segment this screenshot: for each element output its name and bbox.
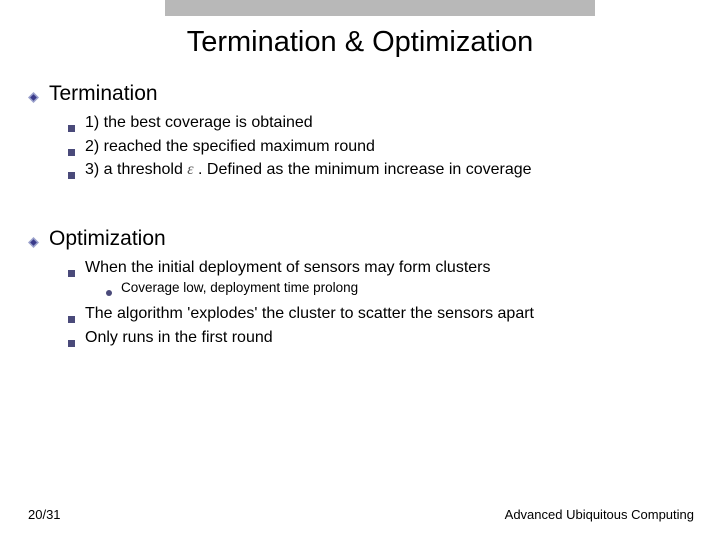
square-bullet-icon (68, 172, 75, 179)
list-item-text: 2) reached the specified maximum round (85, 136, 375, 158)
header-accent-bar (165, 0, 595, 16)
footer-label: Advanced Ubiquitous Computing (505, 507, 694, 522)
list-item-text: The algorithm 'explodes' the cluster to … (85, 303, 534, 325)
sub-list-item-text: Coverage low, deployment time prolong (121, 280, 358, 295)
termination-list: 1) the best coverage is obtained 2) reac… (68, 112, 698, 181)
list-item-text: 1) the best coverage is obtained (85, 112, 313, 134)
square-bullet-icon (68, 125, 75, 132)
slide-title: Termination & Optimization (0, 26, 720, 59)
list-item-text: 3) a threshold ε . Defined as the minimu… (85, 159, 532, 181)
square-bullet-icon (68, 149, 75, 156)
slide-content: Termination 1) the best coverage is obta… (28, 80, 698, 351)
square-bullet-icon (68, 316, 75, 323)
text-pre: 3) a threshold (85, 161, 187, 178)
section-termination: Termination (28, 82, 698, 106)
optimization-list: When the initial deployment of sensors m… (68, 257, 698, 349)
list-item: Only runs in the first round (68, 327, 698, 349)
section-optimization: Optimization (28, 227, 698, 251)
list-item-text: When the initial deployment of sensors m… (85, 257, 491, 279)
list-item: 3) a threshold ε . Defined as the minimu… (68, 159, 698, 181)
section-label: Termination (49, 82, 158, 106)
dot-bullet-icon (106, 290, 112, 296)
list-item: 1) the best coverage is obtained (68, 112, 698, 134)
diamond-bullet-icon (28, 237, 39, 248)
page-number: 20/31 (28, 507, 61, 522)
square-bullet-icon (68, 340, 75, 347)
list-item-text: Only runs in the first round (85, 327, 273, 349)
section-label: Optimization (49, 227, 166, 251)
sub-list-item: Coverage low, deployment time prolong (106, 280, 698, 295)
list-item: When the initial deployment of sensors m… (68, 257, 698, 279)
list-item: The algorithm 'explodes' the cluster to … (68, 303, 698, 325)
square-bullet-icon (68, 270, 75, 277)
text-post: . Defined as the minimum increase in cov… (194, 161, 532, 178)
diamond-bullet-icon (28, 92, 39, 103)
list-item: 2) reached the specified maximum round (68, 136, 698, 158)
